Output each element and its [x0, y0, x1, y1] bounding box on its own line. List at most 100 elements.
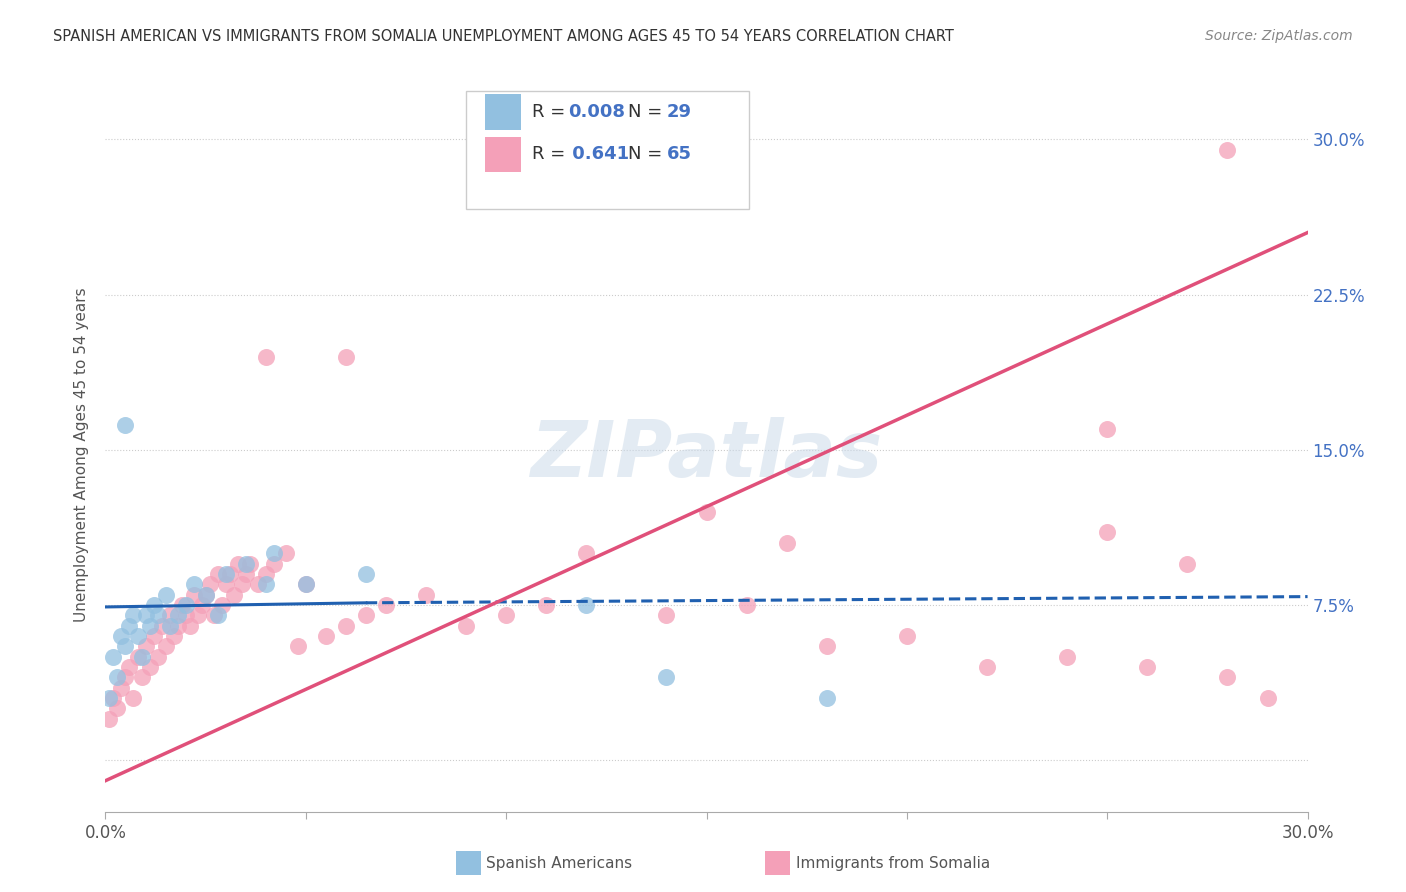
Point: [254, 566, 277, 581]
Point: [159, 608, 181, 623]
Point: [246, 577, 269, 591]
Point: [127, 629, 149, 643]
Point: [235, 557, 257, 571]
Point: [146, 649, 169, 664]
Point: [263, 546, 285, 560]
Point: [194, 588, 217, 602]
Point: [776, 536, 799, 550]
Point: [1257, 690, 1279, 705]
Point: [495, 608, 517, 623]
Point: [98, 690, 121, 705]
Point: [222, 588, 245, 602]
Text: N =: N =: [628, 145, 668, 163]
Point: [166, 608, 188, 623]
Point: [1177, 557, 1199, 571]
Point: [179, 618, 201, 632]
Point: [114, 417, 136, 432]
Point: [107, 701, 129, 715]
Point: [696, 505, 718, 519]
Point: [815, 639, 838, 653]
FancyBboxPatch shape: [485, 136, 522, 172]
Point: [103, 690, 125, 705]
Text: Spanish Americans: Spanish Americans: [486, 856, 633, 871]
Point: [239, 557, 262, 571]
Point: [103, 649, 125, 664]
Text: SPANISH AMERICAN VS IMMIGRANTS FROM SOMALIA UNEMPLOYMENT AMONG AGES 45 TO 54 YEA: SPANISH AMERICAN VS IMMIGRANTS FROM SOMA…: [53, 29, 955, 44]
Point: [135, 608, 157, 623]
Point: [354, 566, 377, 581]
Text: Source: ZipAtlas.com: Source: ZipAtlas.com: [1205, 29, 1353, 43]
Point: [174, 608, 197, 623]
Point: [142, 598, 165, 612]
Point: [415, 588, 437, 602]
Point: [735, 598, 758, 612]
Point: [1216, 670, 1239, 684]
Point: [354, 608, 377, 623]
Point: [183, 588, 205, 602]
Point: [214, 566, 236, 581]
Point: [335, 618, 357, 632]
Point: [110, 681, 132, 695]
Point: [815, 690, 838, 705]
Point: [454, 618, 477, 632]
Point: [1136, 660, 1159, 674]
Text: 0.641: 0.641: [565, 145, 628, 163]
Point: [138, 618, 160, 632]
Point: [190, 598, 212, 612]
Point: [1097, 525, 1119, 540]
Point: [575, 546, 598, 560]
Y-axis label: Unemployment Among Ages 45 to 54 years: Unemployment Among Ages 45 to 54 years: [75, 287, 90, 623]
Point: [194, 588, 217, 602]
Text: N =: N =: [628, 103, 668, 120]
Point: [127, 649, 149, 664]
Point: [214, 577, 236, 591]
Point: [198, 577, 221, 591]
Point: [254, 350, 277, 364]
Point: [218, 566, 240, 581]
Point: [150, 618, 173, 632]
Point: [1216, 143, 1239, 157]
Point: [114, 670, 136, 684]
Point: [207, 608, 229, 623]
Point: [166, 618, 188, 632]
Point: [155, 588, 177, 602]
Text: 65: 65: [666, 145, 692, 163]
Point: [226, 557, 249, 571]
Point: [138, 660, 160, 674]
Point: [122, 690, 145, 705]
Text: Immigrants from Somalia: Immigrants from Somalia: [796, 856, 990, 871]
Point: [211, 598, 233, 612]
Point: [118, 618, 141, 632]
Point: [155, 639, 177, 653]
Point: [174, 598, 197, 612]
Point: [534, 598, 557, 612]
Point: [107, 670, 129, 684]
Point: [114, 639, 136, 653]
Point: [122, 608, 145, 623]
Text: R =: R =: [533, 145, 571, 163]
Point: [159, 618, 181, 632]
Point: [335, 350, 357, 364]
Point: [235, 566, 257, 581]
Point: [1097, 422, 1119, 436]
Point: [896, 629, 918, 643]
Point: [183, 577, 205, 591]
Point: [655, 608, 678, 623]
Point: [131, 649, 153, 664]
Point: [315, 629, 337, 643]
Point: [274, 546, 297, 560]
Text: 0.008: 0.008: [568, 103, 626, 120]
Point: [98, 712, 121, 726]
Point: [1056, 649, 1078, 664]
Point: [263, 557, 285, 571]
Point: [575, 598, 598, 612]
Point: [142, 629, 165, 643]
Point: [170, 598, 193, 612]
Point: [655, 670, 678, 684]
Point: [187, 608, 209, 623]
Point: [162, 629, 184, 643]
Point: [231, 577, 253, 591]
Text: 29: 29: [666, 103, 692, 120]
Text: ZIPatlas: ZIPatlas: [530, 417, 883, 493]
Point: [146, 608, 169, 623]
